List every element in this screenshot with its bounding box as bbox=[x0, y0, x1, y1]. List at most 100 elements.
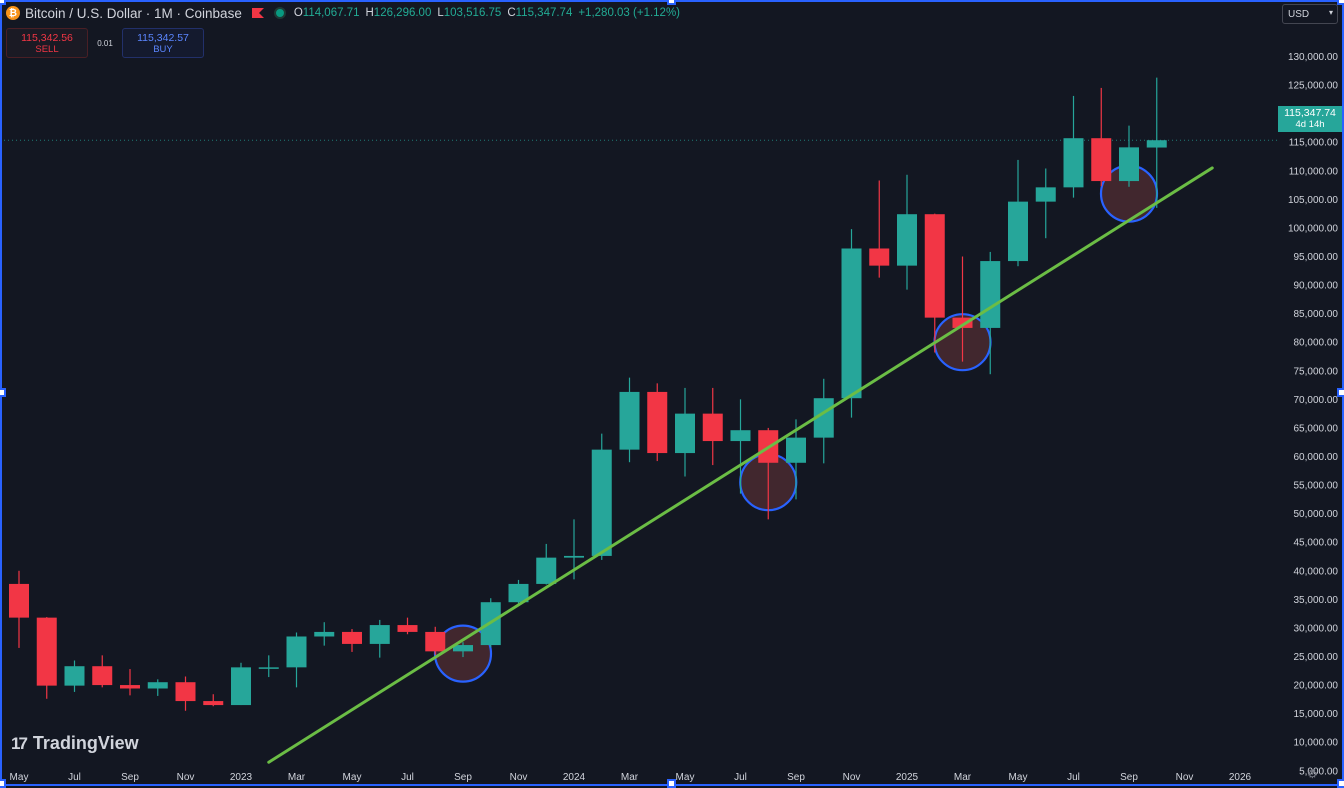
y-axis-tick-label: 80,000.00 bbox=[1294, 338, 1339, 349]
close-value: 115,347.74 bbox=[515, 7, 573, 19]
open-value: 114,067.71 bbox=[302, 7, 360, 19]
candle-body bbox=[425, 631, 446, 652]
resize-handle-top-right[interactable] bbox=[1337, 0, 1344, 5]
y-axis-tick-label: 40,000.00 bbox=[1294, 566, 1339, 577]
x-axis-tick-label: Sep bbox=[1120, 772, 1138, 783]
y-axis-tick-label: 130,000.00 bbox=[1288, 52, 1338, 63]
y-axis-tick-label: 105,000.00 bbox=[1288, 195, 1338, 206]
x-axis-tick-label: 2024 bbox=[563, 772, 586, 783]
resize-handle-middle-right[interactable] bbox=[1337, 388, 1344, 397]
candle-body bbox=[897, 214, 917, 266]
last-price-tag: 115,347.74 4d 14h bbox=[1278, 106, 1342, 132]
sell-label: SELL bbox=[35, 44, 59, 55]
buy-price: 115,342.57 bbox=[137, 32, 189, 44]
market-status-icon[interactable] bbox=[273, 7, 286, 19]
resize-handle-top-center[interactable] bbox=[667, 0, 676, 5]
tradingview-logo-icon: 17 bbox=[11, 733, 28, 753]
candle-body bbox=[203, 701, 224, 706]
currency-value: USD bbox=[1288, 9, 1310, 20]
resize-handle-bottom-right[interactable] bbox=[1337, 779, 1344, 788]
candle-body bbox=[1008, 201, 1028, 262]
y-axis-tick-label: 45,000.00 bbox=[1294, 538, 1339, 549]
trendline bbox=[267, 166, 1214, 764]
y-axis-tick-label: 15,000.00 bbox=[1294, 709, 1339, 720]
x-axis-tick-label: Nov bbox=[177, 772, 195, 783]
price-change: +1,280.03 (+1.12%) bbox=[578, 7, 681, 19]
candle-body bbox=[536, 557, 557, 584]
x-axis-tick-label: May bbox=[676, 772, 695, 783]
candle-body bbox=[369, 625, 390, 644]
y-axis-tick-label: 90,000.00 bbox=[1294, 281, 1339, 292]
y-axis-tick-label: 35,000.00 bbox=[1294, 595, 1339, 606]
candle-countdown: 4d 14h bbox=[1295, 119, 1325, 130]
x-axis-tick-label: Sep bbox=[454, 772, 472, 783]
candle-body bbox=[64, 666, 85, 686]
low-value: 103,516.75 bbox=[443, 7, 502, 19]
resize-handle-bottom-left[interactable] bbox=[0, 779, 6, 788]
high-value: 126,296.00 bbox=[373, 7, 432, 19]
y-axis-tick-label: 65,000.00 bbox=[1294, 423, 1339, 434]
x-axis-tick-label: Nov bbox=[843, 772, 861, 783]
candle-body bbox=[120, 685, 140, 689]
y-axis-tick-label: 125,000.00 bbox=[1288, 81, 1338, 92]
y-axis-tick-label: 55,000.00 bbox=[1294, 481, 1339, 492]
sell-button[interactable]: 115,342.56 SELL bbox=[6, 28, 88, 58]
x-axis-tick-label: Nov bbox=[510, 772, 528, 783]
candle-body bbox=[92, 666, 113, 686]
candle-body bbox=[647, 391, 668, 454]
x-axis-tick-label: Jul bbox=[1067, 772, 1080, 783]
flag-icon[interactable] bbox=[251, 8, 264, 18]
x-axis-tick-label: 2026 bbox=[1229, 772, 1252, 783]
candle-body bbox=[980, 261, 1001, 328]
y-axis-tick-label: 25,000.00 bbox=[1294, 652, 1339, 663]
candle-body bbox=[869, 248, 890, 266]
x-axis-tick-label: 2023 bbox=[230, 772, 253, 783]
y-axis-tick-label: 30,000.00 bbox=[1294, 623, 1339, 634]
y-axis-tick-label: 115,000.00 bbox=[1289, 138, 1339, 149]
y-axis-tick-label: 50,000.00 bbox=[1294, 509, 1339, 520]
currency-select[interactable]: USD ▾ bbox=[1282, 4, 1338, 24]
resize-handle-middle-left[interactable] bbox=[0, 388, 6, 397]
symbol-header: ₿ Bitcoin / U.S. Dollar · 1M · Coinbase … bbox=[6, 4, 680, 22]
x-axis-tick-label: May bbox=[343, 772, 362, 783]
candle-body bbox=[508, 583, 529, 603]
candle-body bbox=[175, 682, 196, 702]
candle-body bbox=[1119, 147, 1139, 182]
resize-handle-bottom-center[interactable] bbox=[667, 779, 676, 788]
x-axis-tick-label: May bbox=[10, 772, 29, 783]
last-price: 115,347.74 bbox=[1284, 107, 1336, 119]
tradingview-logo-text: TradingView bbox=[32, 733, 139, 753]
resize-handle-top-left[interactable] bbox=[0, 0, 6, 5]
candle-body bbox=[9, 583, 29, 618]
candle-body bbox=[564, 555, 584, 558]
buy-label: BUY bbox=[153, 44, 173, 55]
low-label: L bbox=[437, 7, 444, 19]
bitcoin-icon: ₿ bbox=[6, 6, 20, 20]
sell-price: 115,342.56 bbox=[21, 32, 73, 44]
symbol-title[interactable]: Bitcoin / U.S. Dollar · 1M · Coinbase bbox=[25, 5, 242, 21]
chevron-down-icon: ▾ bbox=[1328, 8, 1333, 17]
y-axis-tick-label: 70,000.00 bbox=[1294, 395, 1339, 406]
candle-body bbox=[1146, 140, 1167, 148]
candle-body bbox=[1091, 138, 1112, 182]
candle-body bbox=[1063, 138, 1084, 188]
candle-body bbox=[342, 631, 362, 644]
y-axis-tick-label: 20,000.00 bbox=[1294, 681, 1339, 692]
x-axis-tick-label: Sep bbox=[787, 772, 805, 783]
candle-body bbox=[591, 449, 612, 556]
x-axis-tick-label: Jul bbox=[68, 772, 81, 783]
spread-value: 0.01 bbox=[97, 38, 113, 48]
candle-body bbox=[258, 667, 279, 669]
y-axis-tick-label: 85,000.00 bbox=[1294, 309, 1339, 320]
candle-body bbox=[619, 391, 640, 450]
candle-body bbox=[730, 430, 751, 442]
candle-body bbox=[675, 413, 695, 454]
x-axis-tick-label: Mar bbox=[954, 772, 972, 783]
candle-body bbox=[314, 631, 335, 637]
candle-body bbox=[147, 682, 168, 689]
buy-button[interactable]: 115,342.57 BUY bbox=[122, 28, 204, 58]
gear-icon[interactable]: ⚙ bbox=[1307, 767, 1318, 781]
candle-body bbox=[786, 437, 806, 463]
tradingview-logo[interactable]: 17 TradingView bbox=[11, 733, 139, 754]
